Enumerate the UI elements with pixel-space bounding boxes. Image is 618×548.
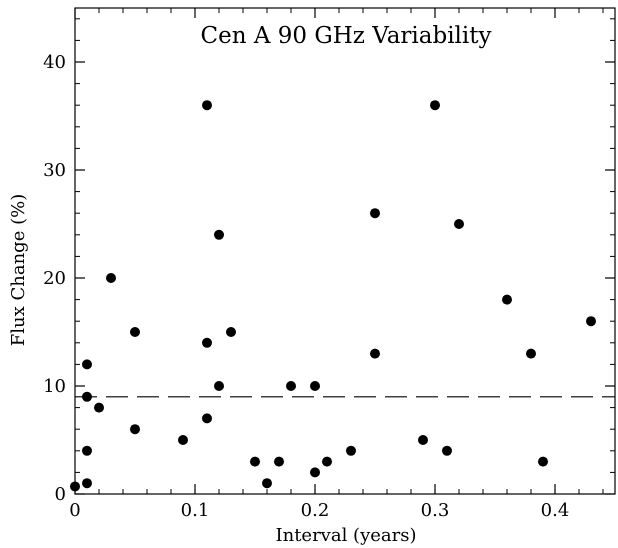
data-point	[274, 456, 284, 467]
x-tick-label: 0.4	[541, 500, 570, 521]
data-point	[442, 445, 452, 456]
data-point	[214, 381, 224, 391]
data-point	[454, 219, 464, 229]
data-point	[202, 337, 212, 348]
y-tick-label: 10	[43, 376, 66, 397]
data-point	[262, 478, 272, 489]
data-point	[70, 481, 80, 492]
data-point	[106, 273, 116, 283]
y-tick-label: 20	[43, 268, 66, 289]
data-point	[310, 381, 320, 391]
minor-ticks	[74, 8, 615, 495]
y-tick-labels: 0 10 20 30 40	[43, 52, 66, 505]
chart-title: Cen A 90 GHz Variability	[201, 23, 492, 49]
data-point	[130, 327, 140, 337]
plot-frame	[74, 7, 616, 495]
data-point	[82, 359, 92, 370]
data-point	[538, 456, 548, 467]
data-point	[586, 316, 596, 327]
data-point	[82, 445, 92, 456]
y-tick-label: 30	[43, 160, 66, 181]
data-point	[346, 445, 356, 456]
data-point	[94, 402, 104, 413]
data-point	[310, 467, 320, 478]
x-axis-title: Interval (years)	[275, 525, 416, 546]
y-axis-title: Flux Change (%)	[8, 194, 29, 346]
data-point	[502, 294, 512, 305]
data-point	[526, 348, 536, 359]
data-point	[214, 229, 224, 240]
data-point	[430, 100, 440, 111]
data-point	[418, 435, 428, 445]
data-point	[130, 424, 140, 435]
data-point	[322, 456, 332, 467]
data-point	[370, 208, 380, 219]
data-point	[82, 391, 92, 402]
data-points	[70, 100, 596, 492]
major-ticks	[74, 8, 615, 495]
data-point	[82, 478, 92, 489]
data-point	[202, 100, 212, 111]
data-point	[178, 435, 188, 445]
y-tick-label: 40	[43, 52, 66, 73]
data-point	[226, 327, 236, 337]
x-tick-label: 0.1	[181, 500, 210, 521]
x-tick-labels: 0 0.1 0.2 0.3 0.4	[69, 500, 569, 521]
x-tick-label: 0	[69, 500, 80, 521]
data-point	[286, 381, 296, 391]
x-tick-label: 0.3	[421, 500, 450, 521]
x-tick-label: 0.2	[301, 500, 330, 521]
data-point	[202, 413, 212, 424]
data-point	[250, 456, 260, 467]
data-point	[370, 348, 380, 359]
y-tick-label: 0	[55, 484, 66, 505]
